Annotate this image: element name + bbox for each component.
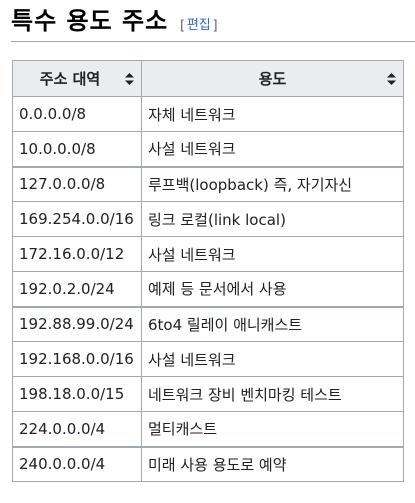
cell-address: 169.254.0.0/16 — [12, 201, 142, 237]
column-header-purpose[interactable]: 용도 — [141, 60, 404, 97]
table-body: 0.0.0.0/8 자체 네트워크 10.0.0.0/8 사설 네트워크 127… — [12, 96, 404, 482]
cell-purpose: 링크 로컬(link local) — [141, 201, 404, 237]
edit-bracket-close: ] — [213, 17, 218, 32]
column-header-purpose-label: 용도 — [258, 70, 287, 88]
edit-bracket-open: [ — [180, 17, 184, 32]
sort-icon[interactable] — [387, 72, 396, 85]
cell-address: 0.0.0.0/8 — [12, 96, 142, 132]
cell-purpose: 네트워크 장비 벤치마킹 테스트 — [141, 376, 404, 412]
section-title: 특수 용도 주소 — [11, 7, 169, 35]
cell-purpose: 6to4 릴레이 애니캐스트 — [141, 305, 404, 342]
section-heading: 특수 용도 주소 [편집] — [11, 6, 415, 42]
cell-address: 240.0.0.0/4 — [12, 445, 142, 482]
cell-address: 224.0.0.0/4 — [12, 411, 142, 447]
cell-address: 10.0.0.0/8 — [12, 131, 142, 167]
table-row: 224.0.0.0/4 멀티캐스트 — [12, 411, 404, 447]
column-header-address-label: 주소 대역 — [39, 70, 101, 88]
table-header-row: 주소 대역 용도 — [12, 60, 404, 97]
cell-address: 127.0.0.0/8 — [12, 165, 142, 202]
cell-purpose: 사설 네트워크 — [141, 236, 404, 272]
cell-address: 192.168.0.0/16 — [12, 341, 142, 377]
cell-address: 192.0.2.0/24 — [12, 271, 142, 307]
cell-purpose: 미래 사용 용도로 예약 — [141, 445, 404, 482]
cell-purpose: 멀티캐스트 — [141, 411, 404, 447]
table-row: 192.168.0.0/16 사설 네트워크 — [12, 341, 404, 377]
edit-link[interactable]: 편집 — [186, 17, 211, 32]
cell-purpose: 예제 등 문서에서 사용 — [141, 271, 404, 307]
table-row: 172.16.0.0/12 사설 네트워크 — [12, 236, 404, 272]
table-row: 240.0.0.0/4 미래 사용 용도로 예약 — [12, 445, 404, 482]
table-row: 169.254.0.0/16 링크 로컬(link local) — [12, 201, 404, 237]
cell-purpose: 사설 네트워크 — [141, 131, 404, 167]
table-row: 127.0.0.0/8 루프백(loopback) 즉, 자기자신 — [12, 165, 404, 202]
cell-address: 172.16.0.0/12 — [12, 236, 142, 272]
special-address-table: 주소 대역 용도 0.0.0.0/8 자체 네트워크 10.0.0.0/8 사설 — [12, 60, 404, 482]
sort-icon[interactable] — [125, 72, 134, 85]
cell-address: 198.18.0.0/15 — [12, 376, 142, 412]
table-row: 0.0.0.0/8 자체 네트워크 — [12, 96, 404, 132]
table-row: 192.0.2.0/24 예제 등 문서에서 사용 — [12, 271, 404, 307]
cell-purpose: 자체 네트워크 — [141, 96, 404, 132]
table-row: 198.18.0.0/15 네트워크 장비 벤치마킹 테스트 — [12, 376, 404, 412]
table-row: 192.88.99.0/24 6to4 릴레이 애니캐스트 — [12, 305, 404, 342]
edit-section: [편집] — [180, 14, 217, 33]
table-row: 10.0.0.0/8 사설 네트워크 — [12, 131, 404, 167]
cell-purpose: 루프백(loopback) 즉, 자기자신 — [141, 165, 404, 202]
column-header-address[interactable]: 주소 대역 — [12, 60, 142, 97]
cell-address: 192.88.99.0/24 — [12, 305, 142, 342]
cell-purpose: 사설 네트워크 — [141, 341, 404, 377]
